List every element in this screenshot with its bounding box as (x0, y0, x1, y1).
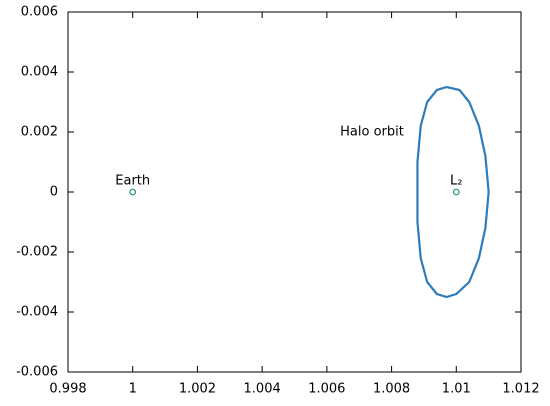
point-label: L₂ (450, 174, 462, 189)
x-tick-label: 1.012 (502, 382, 539, 397)
y-tick-label: 0.002 (21, 125, 58, 140)
x-tick-label: 1.002 (179, 382, 216, 397)
y-tick-label: -0.004 (16, 305, 58, 320)
x-tick-label: 1.01 (442, 382, 471, 397)
y-tick-label: -0.002 (16, 245, 58, 260)
x-tick-label: 1.004 (244, 382, 281, 397)
x-tick-label: 0.998 (49, 382, 86, 397)
y-tick-label: -0.006 (16, 365, 58, 380)
point (452, 188, 460, 196)
orbit-line (416, 85, 490, 299)
annotation: Halo orbit (340, 125, 404, 140)
point-label: Earth (115, 174, 150, 189)
x-tick-label: 1 (129, 382, 137, 397)
x-tick-label: 1.008 (373, 382, 410, 397)
point (129, 188, 137, 196)
y-tick-label: 0 (50, 185, 58, 200)
x-tick-label: 1.006 (308, 382, 345, 397)
y-tick-label: 0.004 (21, 65, 58, 80)
y-tick-label: 0.006 (21, 5, 58, 20)
